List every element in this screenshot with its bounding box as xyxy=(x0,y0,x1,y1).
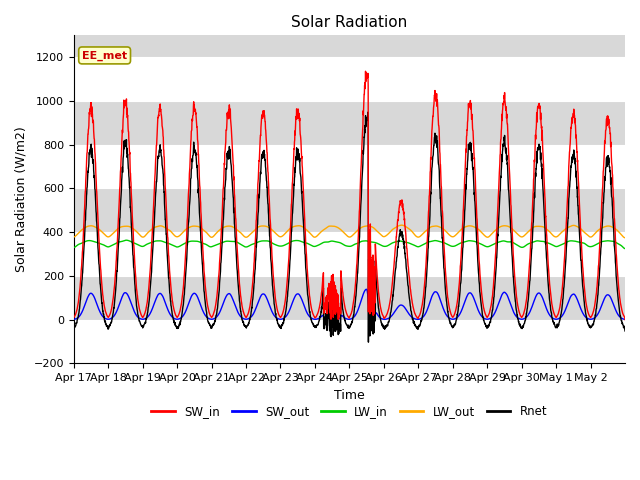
Bar xyxy=(74,276,625,320)
Bar xyxy=(74,189,625,232)
Text: EE_met: EE_met xyxy=(82,50,127,60)
Bar xyxy=(74,57,625,101)
Bar xyxy=(74,144,625,189)
Bar xyxy=(74,232,625,276)
X-axis label: Time: Time xyxy=(334,389,365,402)
Bar xyxy=(74,320,625,363)
Legend: SW_in, SW_out, LW_in, LW_out, Rnet: SW_in, SW_out, LW_in, LW_out, Rnet xyxy=(147,401,552,423)
Title: Solar Radiation: Solar Radiation xyxy=(291,15,408,30)
Y-axis label: Solar Radiation (W/m2): Solar Radiation (W/m2) xyxy=(15,127,28,272)
Bar xyxy=(74,101,625,144)
